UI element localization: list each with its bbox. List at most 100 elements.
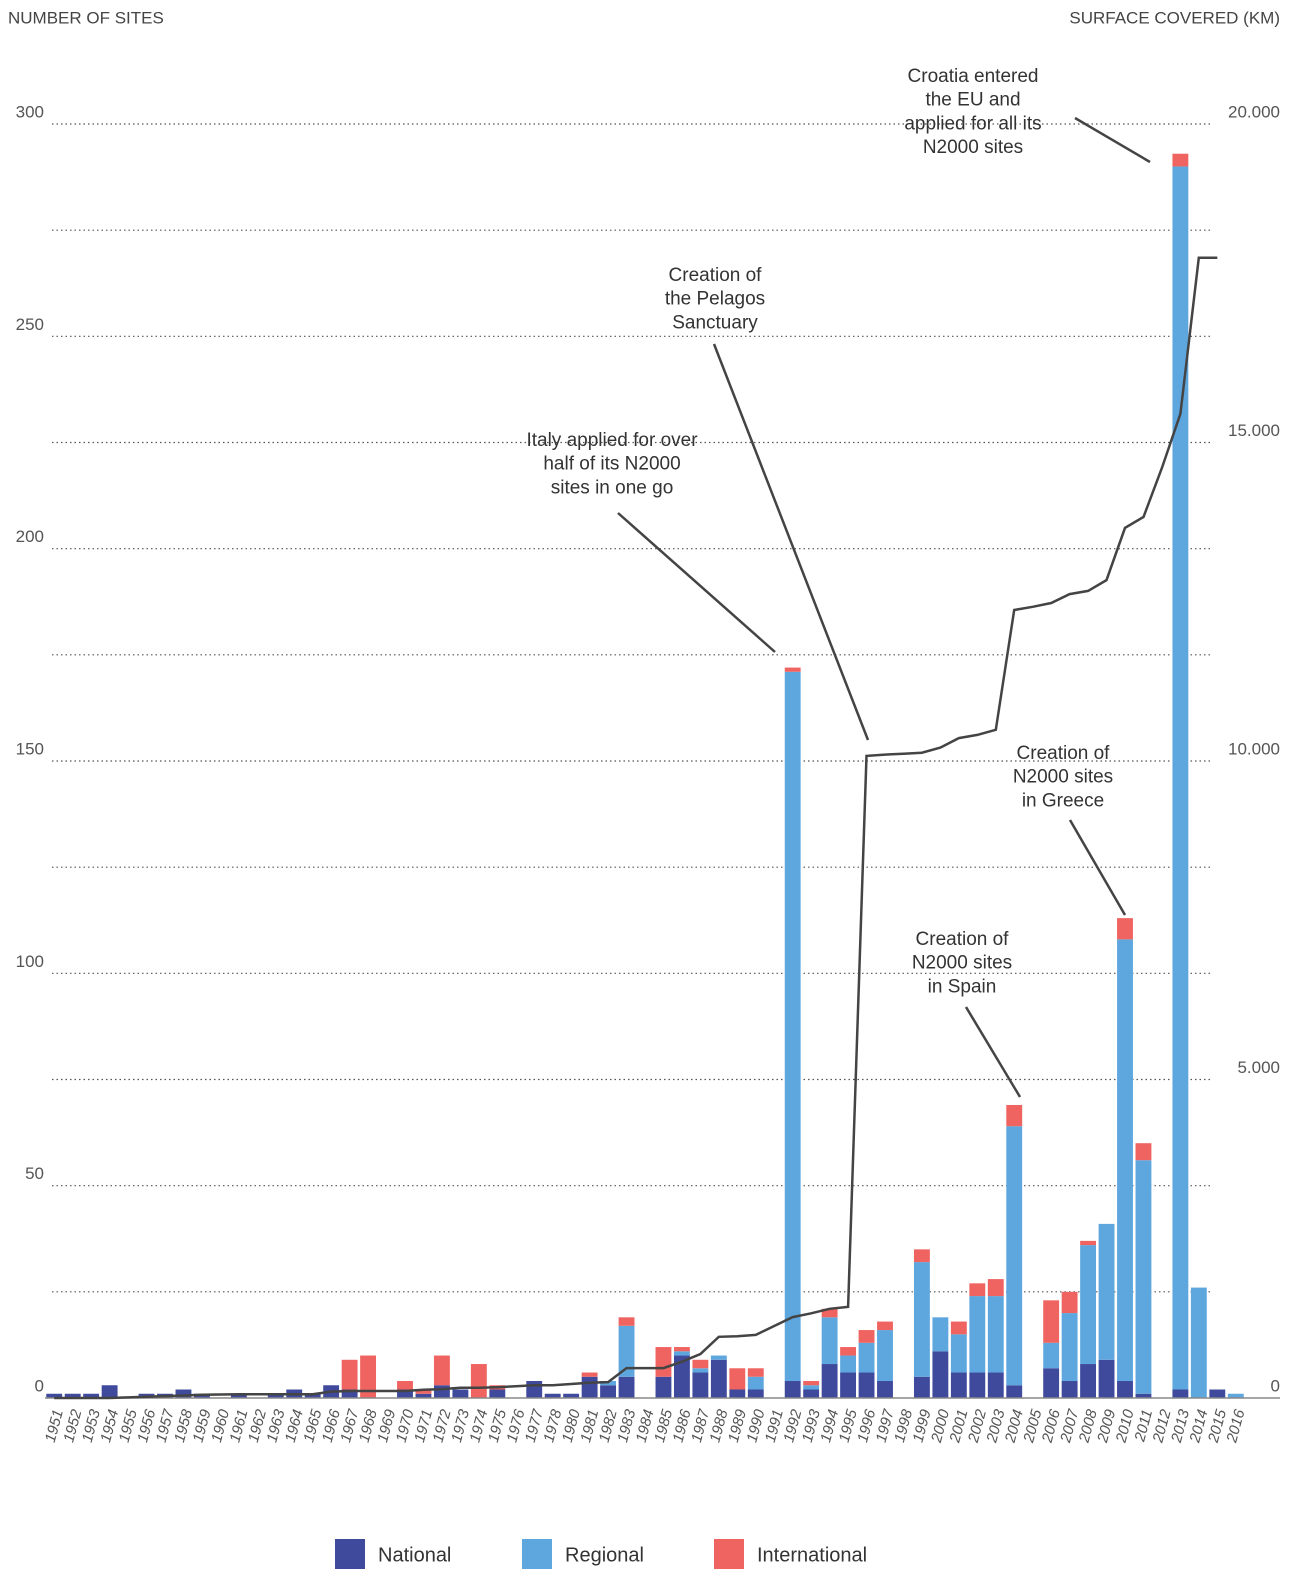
bar-segment [470, 1364, 487, 1398]
bar-segment [747, 1368, 764, 1377]
y-tick-label: 200 [16, 527, 44, 546]
bar-segment [452, 1389, 469, 1398]
annotation-text: N2000 sites [912, 953, 1012, 974]
annotation-text: Creation of [916, 929, 1010, 950]
bar-segment [1117, 1381, 1133, 1398]
bar-segment [526, 1381, 543, 1398]
bar-segment [83, 1393, 100, 1398]
surface-line [54, 256, 1218, 1400]
annotation-text: N2000 sites [1013, 767, 1113, 788]
bar-segment [1172, 166, 1189, 1390]
legend-swatch [522, 1539, 552, 1569]
bar-segment [987, 1279, 1004, 1297]
bar-segment [1043, 1300, 1060, 1343]
bar-segment [64, 1393, 81, 1398]
bar-segment [913, 1376, 930, 1398]
bar-segment [1006, 1385, 1023, 1398]
bar-segment [710, 1355, 727, 1360]
bar-segment [692, 1372, 709, 1398]
bar-segment [1006, 1126, 1023, 1386]
bar-segment [581, 1376, 598, 1398]
bar-segment [858, 1372, 875, 1398]
bar-segment [1135, 1143, 1152, 1161]
bar-segment [1080, 1240, 1097, 1246]
bar-segment [1080, 1364, 1097, 1398]
bar-segment [969, 1372, 986, 1398]
annotation-text: N2000 sites [923, 137, 1023, 158]
bar-segment [1043, 1342, 1060, 1369]
bar-segment [397, 1381, 413, 1390]
bar-segment [230, 1393, 247, 1398]
bar-segment [1080, 1245, 1097, 1365]
bar-segment [1117, 939, 1133, 1382]
bar-segment [877, 1321, 893, 1331]
bar-segment [673, 1355, 690, 1398]
bar-segment [969, 1283, 986, 1297]
legend-label: International [757, 1544, 867, 1566]
legend-swatch [714, 1539, 744, 1569]
bar-segment [267, 1393, 284, 1398]
annotation-text: in Spain [928, 976, 997, 997]
annotation-leader [1068, 819, 1127, 916]
bar-segment [397, 1389, 413, 1398]
bar-segment [729, 1389, 746, 1398]
bar-segment [341, 1359, 358, 1390]
annotation-text: Croatia entered [908, 66, 1039, 87]
bar-segment [600, 1385, 617, 1398]
bar-segment [1209, 1389, 1226, 1398]
annotation-text: half of its N2000 [543, 454, 680, 475]
bar-segment [932, 1317, 949, 1352]
annotation-leader [712, 343, 870, 741]
bar-segment [747, 1376, 764, 1390]
bar-segment [803, 1389, 820, 1398]
legend-swatch [335, 1539, 365, 1569]
bar-segment [655, 1376, 672, 1398]
bar-segment [304, 1393, 321, 1398]
bar-segment [655, 1347, 672, 1377]
bar-segment [360, 1355, 377, 1398]
y-axis-title: NUMBER OF SITES [8, 8, 164, 27]
bar-segment [1227, 1393, 1244, 1398]
bar-segment [673, 1347, 690, 1352]
bar-segment [747, 1389, 764, 1398]
annotation-text: sites in one go [551, 477, 674, 498]
y2-axis-title: SURFACE COVERED (KM) [1069, 8, 1280, 27]
bar-segment [1117, 918, 1133, 940]
bar-segment [433, 1355, 450, 1386]
bar-segment [840, 1372, 857, 1398]
y2-tick-label: 10.000 [1228, 739, 1280, 758]
bar-segment [858, 1342, 875, 1373]
bar-segment [618, 1376, 635, 1398]
bar-segment [987, 1372, 1004, 1398]
y2-tick-label: 5.000 [1237, 1058, 1280, 1077]
bar-segment [101, 1385, 118, 1398]
bar-segment [803, 1385, 820, 1390]
bar-segment [175, 1389, 192, 1398]
bar-segment [784, 1381, 801, 1398]
bar-segment [913, 1262, 930, 1377]
bar-segment [433, 1385, 450, 1398]
bar-segment [1190, 1287, 1207, 1398]
annotation-text: the Pelagos [665, 289, 765, 310]
annotation-text: Italy applied for over [526, 430, 698, 451]
bar-segment [692, 1359, 709, 1369]
bar-segment [821, 1317, 838, 1365]
bar-segment [987, 1296, 1004, 1373]
bar-segment [415, 1389, 432, 1394]
bar-segment [821, 1364, 838, 1398]
bar-segment [618, 1325, 635, 1377]
bar-segment [415, 1393, 432, 1398]
bar-segment [581, 1372, 598, 1377]
bar-segment [544, 1393, 561, 1398]
bar-segment [1061, 1313, 1078, 1382]
annotation-text: Creation of [1017, 743, 1111, 764]
bar-segment [1135, 1160, 1152, 1394]
y-tick-label: 250 [16, 315, 44, 334]
annotation-text: the EU and [925, 90, 1020, 111]
bar-segment [877, 1381, 893, 1398]
y2-tick-label: 0 [1271, 1376, 1280, 1395]
annotation-leader [964, 1006, 1022, 1098]
bar-segment [673, 1351, 690, 1356]
bar-segment [692, 1368, 709, 1373]
